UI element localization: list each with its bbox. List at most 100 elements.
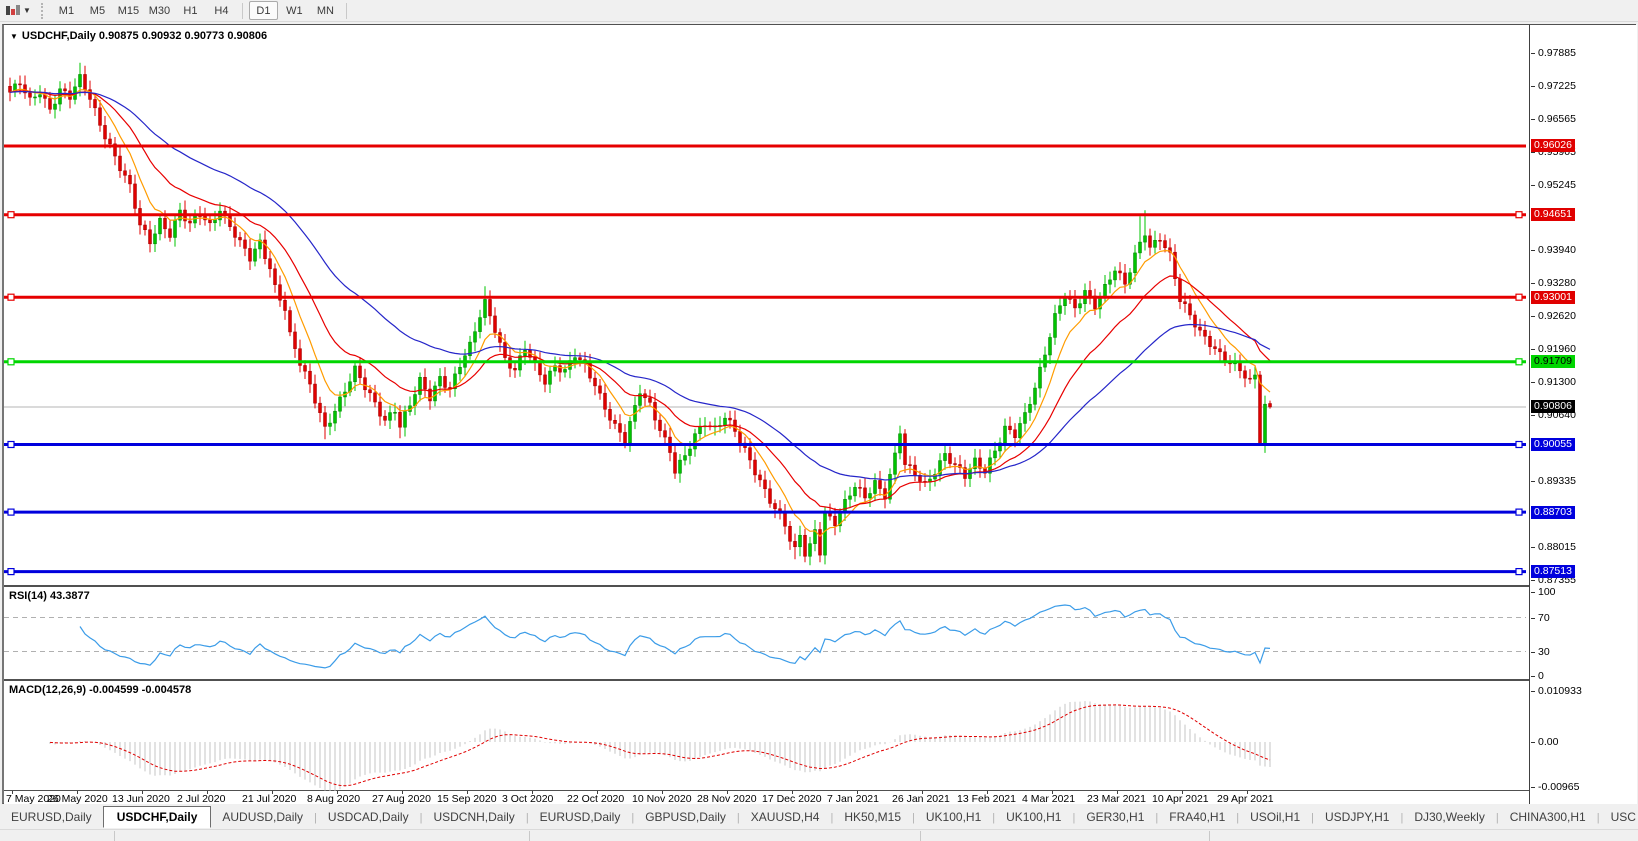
chart-tab-uk100-h1[interactable]: UK100,H1 [1006, 810, 1062, 824]
toolbar-separator [345, 2, 347, 19]
timeframe-button-m1[interactable]: M1 [58, 4, 75, 17]
chart-tab-ger30-h1[interactable]: GER30,H1 [1086, 810, 1145, 824]
tab-separator: | [1311, 812, 1314, 824]
line-drag-handle[interactable] [7, 293, 15, 301]
timeframe-button-h4[interactable]: H4 [214, 4, 229, 17]
date-label: 17 Dec 2020 [762, 793, 822, 805]
date-tick-mark [467, 791, 468, 794]
date-label: 28 Nov 2020 [697, 793, 757, 805]
date-tick-mark [1052, 791, 1053, 794]
date-tick-mark [272, 791, 273, 794]
timeframe-button-mn[interactable]: MN [316, 4, 334, 17]
line-drag-handle[interactable] [7, 567, 15, 576]
line-drag-handle[interactable] [7, 358, 15, 366]
tab-separator: | [525, 812, 529, 824]
timeframe-button-m15[interactable]: M15 [117, 4, 140, 17]
date-label: 10 Apr 2021 [1152, 793, 1209, 805]
tab-separator: | [830, 812, 834, 824]
timeframe-button-h1[interactable]: H1 [183, 4, 198, 17]
rsi-tick: 0 [1531, 670, 1544, 682]
chart-tab-usdcad-daily[interactable]: USDCAD,Daily [327, 810, 409, 824]
dropdown-caret-icon[interactable]: ▼ [23, 6, 31, 15]
chart-tab-uk100-h1[interactable]: UK100,H1 [925, 810, 982, 824]
price-line-label: 0.90055 [1531, 438, 1575, 451]
line-drag-handle[interactable] [1515, 508, 1523, 516]
chart-tab-xauusd-h4[interactable]: XAUUSD,H4 [750, 810, 820, 824]
date-label: 22 Oct 2020 [567, 793, 625, 805]
line-drag-handle[interactable] [1515, 293, 1523, 301]
timeframe-button-m30[interactable]: M30 [148, 4, 171, 17]
macd-indicator-label: MACD(12,26,9) -0.004599 -0.004578 [9, 684, 192, 696]
ma-fast-line [9, 88, 1271, 538]
date-label: 29 Apr 2021 [1217, 793, 1274, 805]
price-line-label: 0.93001 [1531, 290, 1575, 304]
line-drag-handle[interactable] [1515, 211, 1523, 219]
chart-tab-fra40-h1[interactable]: FRA40,H1 [1169, 810, 1226, 824]
tab-separator: | [1596, 812, 1600, 824]
date-axis[interactable]: 7 May 2020 26 May 2020 13 Jun 2020 2 Jul 20… [4, 791, 1529, 805]
chart-tab-eurusd-daily[interactable]: EURUSD,Daily [11, 810, 92, 824]
macd-tick: -0.00965 [1530, 781, 1580, 793]
line-drag-handle[interactable] [1515, 440, 1523, 449]
chart-symbol-label: USDCHF,Daily [21, 30, 96, 42]
chart-window: ▼ USDCHF,Daily 0.90875 0.90932 0.90773 0.9… [2, 24, 1637, 805]
chart-tab-usc[interactable]: USC [1610, 810, 1636, 824]
price-axis[interactable]: 0.978850.972250.965650.959050.952450.939… [1529, 25, 1637, 804]
chart-tab-china300-h1[interactable]: CHINA300,H1 [1509, 810, 1586, 824]
chart-ohlc-values: 0.90875 0.90932 0.90773 0.90806 [98, 30, 268, 42]
chart-periods-glyph [6, 4, 20, 15]
tab-separator: | [1495, 812, 1499, 824]
chart-tab-usoil-h1[interactable]: USOil,H1 [1250, 810, 1301, 824]
line-drag-handle[interactable] [7, 211, 15, 219]
price-chart-canvas[interactable] [4, 25, 1529, 586]
price-line-label: 0.96026 [1531, 139, 1575, 153]
tab-separator: | [912, 812, 915, 824]
line-drag-handle[interactable] [7, 440, 15, 449]
chart-collapse-caret-icon[interactable]: ▼ [10, 32, 18, 41]
tab-separator: | [1400, 812, 1404, 824]
tab-separator: | [1072, 812, 1076, 824]
price-tick: 0.96565 [1531, 113, 1576, 125]
price-tick: 0.93280 [1531, 277, 1576, 290]
line-drag-handle[interactable] [7, 508, 15, 516]
chart-tab-usdcnh-daily[interactable]: USDCNH,Daily [433, 810, 515, 824]
chart-title: ▼ USDCHF,Daily 0.90875 0.90932 0.90773 0.9… [10, 30, 270, 42]
date-tick-mark [402, 791, 403, 794]
date-label: 27 Aug 2020 [372, 793, 431, 805]
date-label: 8 Aug 2020 [307, 793, 361, 805]
line-drag-handle[interactable] [1515, 358, 1523, 366]
timeframe-button-m5[interactable]: M5 [89, 4, 106, 17]
chart-tab-audusd-daily[interactable]: AUDUSD,Daily [222, 810, 304, 824]
chart-tab-usdchf-daily[interactable]: USDCHF,Daily [102, 806, 212, 828]
rsi-indicator-label: RSI(14) 43.3877 [9, 590, 90, 602]
price-tick: 0.97885 [1531, 47, 1576, 59]
date-label: 4 Mar 2021 [1022, 793, 1076, 805]
chart-tab-usdjpy-h1[interactable]: USDJPY,H1 [1325, 810, 1390, 824]
toolbar-grip-handle[interactable] [40, 2, 45, 19]
price-tick: 0.93940 [1531, 244, 1576, 257]
date-label: 26 Jan 2021 [892, 793, 950, 805]
chart-tab-dj30-weekly[interactable]: DJ30,Weekly [1414, 810, 1485, 824]
ma-mid-line [9, 90, 1271, 511]
horizontal-lines-layer [4, 144, 1526, 576]
status-bar-separator [114, 831, 115, 841]
price-line-label: 0.91709 [1531, 355, 1575, 369]
chart-periods-icon[interactable] [4, 3, 22, 19]
rsi-tick: 30 [1531, 645, 1550, 658]
date-label: 7 May 2020 [6, 793, 61, 805]
line-drag-handle[interactable] [1515, 567, 1523, 576]
timeframe-button-d1[interactable]: D1 [248, 1, 278, 20]
rsi-indicator-canvas[interactable] [4, 586, 1529, 680]
timeframe-button-w1[interactable]: W1 [286, 4, 303, 17]
chart-tab-eurusd-daily[interactable]: EURUSD,Daily [539, 810, 621, 824]
tab-separator: | [992, 812, 996, 824]
price-tick: 0.92620 [1531, 310, 1576, 323]
rsi-tick: 70 [1531, 611, 1550, 624]
price-tick: 0.91960 [1531, 343, 1576, 356]
date-tick-mark [662, 791, 663, 794]
macd-indicator-canvas[interactable] [4, 680, 1529, 791]
toolbar-separator [241, 2, 243, 19]
chart-tab-gbpusd-daily[interactable]: GBPUSD,Daily [645, 810, 726, 824]
chart-tab-hk50-m15[interactable]: HK50,M15 [844, 810, 902, 824]
date-label: 23 Mar 2021 [1087, 793, 1146, 805]
